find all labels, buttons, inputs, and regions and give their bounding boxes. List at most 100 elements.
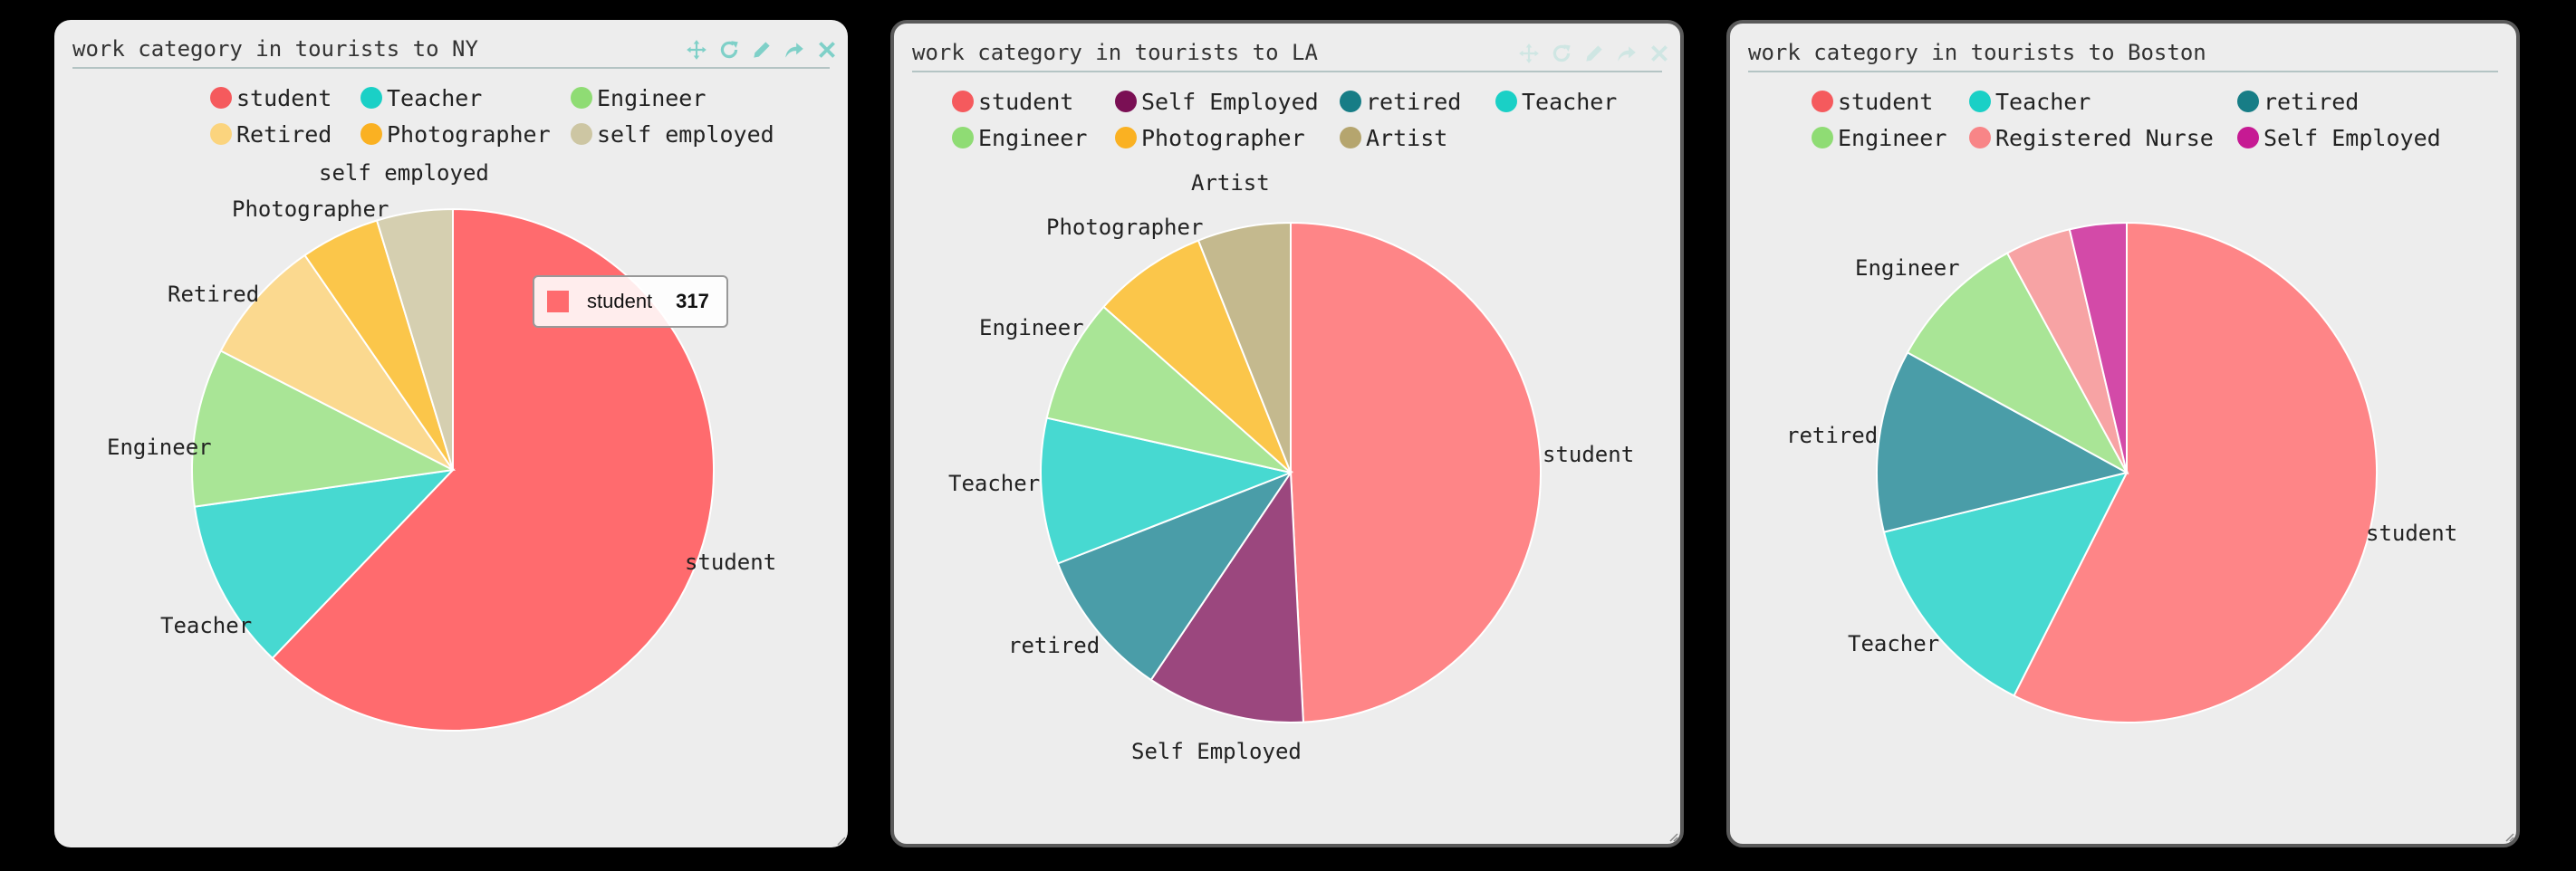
pie-slice-student[interactable] xyxy=(271,207,715,732)
chart-title: work category in tourists to LA xyxy=(912,40,1318,65)
chart-panel-ny: work category in tourists to NY student T… xyxy=(54,20,848,847)
legend-label: Retired xyxy=(236,120,332,148)
title-divider xyxy=(72,67,830,69)
slice-label-student: student xyxy=(685,550,776,575)
legend-dot xyxy=(360,87,382,109)
pie-slice-retired[interactable] xyxy=(1056,470,1293,682)
legend-label: Engineer xyxy=(597,84,706,111)
legend-item-engineer[interactable]: Engineer xyxy=(1812,120,1946,156)
slice-label-self-employed: Self Employed xyxy=(1131,739,1302,764)
legend-item-self-employed[interactable]: self employed xyxy=(571,116,774,152)
pie-slice-engineer[interactable] xyxy=(1045,305,1292,474)
legend-dot xyxy=(360,123,382,145)
legend-label: Teacher xyxy=(1522,88,1618,115)
chart-title: work category in tourists to NY xyxy=(72,36,478,62)
legend-item-teacher[interactable]: Teacher xyxy=(1495,83,1617,120)
legend-item-student[interactable]: student xyxy=(952,83,1073,120)
legend-item-student[interactable]: student xyxy=(210,80,332,116)
legend-item-photographer[interactable]: Photographer xyxy=(360,116,551,152)
legend-dot xyxy=(1969,127,1991,148)
legend-label: Artist xyxy=(1366,124,1448,151)
legend-label: retired xyxy=(1366,88,1462,115)
legend-dot xyxy=(1115,91,1137,112)
pie-slice-photographer[interactable] xyxy=(1102,239,1292,474)
move-icon[interactable] xyxy=(683,36,710,63)
legend-label: Registered Nurse xyxy=(1995,124,2214,151)
pie-slice-retired[interactable] xyxy=(219,254,454,471)
pie-slice-retired[interactable] xyxy=(1876,351,2129,533)
legend-dot xyxy=(2237,127,2259,148)
title-divider xyxy=(912,71,1662,72)
slice-label-artist: Artist xyxy=(1191,170,1270,196)
share-icon[interactable] xyxy=(781,36,808,63)
resize-handle-icon[interactable] xyxy=(1666,829,1678,842)
pie-slice-self-employed[interactable] xyxy=(375,207,454,471)
legend-label: Teacher xyxy=(387,84,483,111)
tooltip-label: student xyxy=(587,290,653,312)
chart-panel-boston: work category in tourists to Boston stud… xyxy=(1726,20,2520,847)
slice-label-engineer: Engineer xyxy=(107,435,212,460)
legend-label: student xyxy=(978,88,1074,115)
legend-item-student[interactable]: student xyxy=(1812,83,1933,120)
pie-chart: student Teacher retired Engineer xyxy=(1786,221,2457,723)
legend-label: Self Employed xyxy=(2264,124,2441,151)
pie-slice-student[interactable] xyxy=(2013,221,2378,723)
legend-label: student xyxy=(236,84,332,111)
slice-label-teacher: Teacher xyxy=(160,613,252,638)
slice-label-student: student xyxy=(1543,442,1634,467)
slice-label-photographer: Photographer xyxy=(1046,215,1203,240)
legend-item-retired[interactable]: retired xyxy=(2237,83,2359,120)
legend-dot xyxy=(210,123,232,145)
close-icon[interactable] xyxy=(813,36,841,63)
move-icon[interactable] xyxy=(1515,40,1543,67)
legend-item-photographer[interactable]: Photographer xyxy=(1115,120,1305,156)
slice-label-retired: retired xyxy=(1786,423,1878,448)
legend-dot xyxy=(1812,127,1833,148)
pie-slice-self-employed[interactable] xyxy=(1149,469,1304,723)
edit-icon[interactable] xyxy=(1581,40,1608,67)
legend-item-engineer[interactable]: Engineer xyxy=(952,120,1087,156)
resize-handle-icon[interactable] xyxy=(2502,829,2514,842)
legend-label: Photographer xyxy=(1141,124,1305,151)
legend-item-artist[interactable]: Artist xyxy=(1340,120,1447,156)
legend-item-self-employed[interactable]: Self Employed xyxy=(2237,120,2441,156)
legend-item-retired[interactable]: Retired xyxy=(210,116,332,152)
title-divider xyxy=(1748,71,2498,72)
legend-dot xyxy=(1115,127,1137,148)
share-icon[interactable] xyxy=(1613,40,1640,67)
refresh-icon[interactable] xyxy=(716,36,743,63)
close-icon[interactable] xyxy=(1646,40,1673,67)
refresh-icon[interactable] xyxy=(1548,40,1575,67)
pie-slice-engineer[interactable] xyxy=(1906,252,2129,475)
pie-slice-self-employed[interactable] xyxy=(2068,221,2128,474)
legend-item-engineer[interactable]: Engineer xyxy=(571,80,706,116)
legend-dot xyxy=(1495,91,1517,112)
legend-dot xyxy=(1969,91,1991,112)
pie-slice-engineer[interactable] xyxy=(191,349,457,508)
tooltip-swatch xyxy=(547,291,569,312)
legend-item-self-employed[interactable]: Self Employed xyxy=(1115,83,1319,120)
legend-item-teacher[interactable]: Teacher xyxy=(1969,83,2091,120)
legend-label: Teacher xyxy=(1995,88,2091,115)
chart-tooltip: student 317 xyxy=(533,275,728,328)
pie-slice-teacher[interactable] xyxy=(1040,416,1294,565)
pie-slice-teacher[interactable] xyxy=(193,468,456,660)
legend-label: Engineer xyxy=(1838,124,1947,151)
legend-label: Photographer xyxy=(387,120,551,148)
legend-label: Engineer xyxy=(978,124,1088,151)
pie-chart: student Teacher Engineer Retired Photographe… xyxy=(107,160,776,732)
resize-handle-icon[interactable] xyxy=(833,833,846,846)
pie-slice-artist[interactable] xyxy=(1197,221,1292,474)
legend-dot xyxy=(952,91,974,112)
legend-item-teacher[interactable]: Teacher xyxy=(360,80,482,116)
legend-dot xyxy=(571,123,592,145)
legend-dot xyxy=(1340,91,1361,112)
pie-slice-student[interactable] xyxy=(1290,221,1542,723)
slice-label-self-employed: self employed xyxy=(319,160,489,186)
edit-icon[interactable] xyxy=(748,36,775,63)
legend-label: retired xyxy=(2264,88,2360,115)
chart-title: work category in tourists to Boston xyxy=(1748,40,2206,65)
pie-slice-teacher[interactable] xyxy=(1882,471,2129,697)
legend-item-retired[interactable]: retired xyxy=(1340,83,1461,120)
legend-item-registered-nurse[interactable]: Registered Nurse xyxy=(1969,120,2214,156)
